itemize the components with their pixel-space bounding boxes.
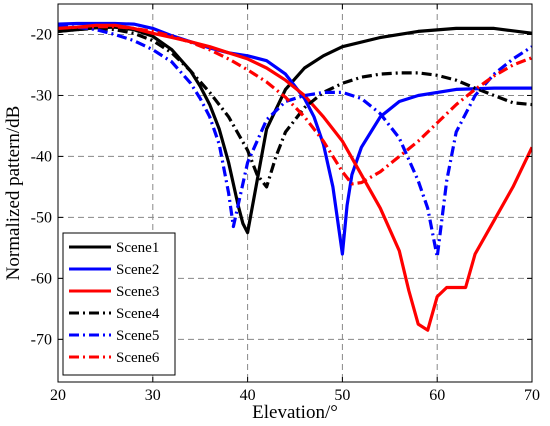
y-tick-label: -30	[31, 87, 52, 104]
y-tick-label: -70	[31, 331, 52, 348]
series-line-scene6	[58, 25, 532, 186]
legend-label: Scene1	[116, 240, 159, 256]
x-tick-label: 30	[145, 387, 161, 404]
y-tick-label: -60	[31, 270, 52, 287]
legend: Scene1 Scene2 Scene3 Scene4 Scene5 Scene6	[62, 232, 176, 376]
series-layer	[58, 21, 532, 332]
x-axis-title: Elevation/°	[252, 402, 338, 423]
x-tick-label: 40	[240, 387, 256, 404]
x-tick-label: 60	[429, 387, 445, 404]
axes: 20 30 40 50 60 70 -20 -30 -40 -50 -60 -70	[31, 4, 540, 404]
series-line-scene3	[58, 23, 532, 332]
legend-label: Scene2	[116, 262, 159, 278]
legend-box	[62, 232, 176, 376]
series-line-scene4	[58, 26, 532, 189]
legend-label: Scene6	[116, 350, 160, 366]
legend-label: Scene3	[116, 284, 159, 300]
y-axis-title: Normalized pattern/dB	[3, 106, 24, 281]
grid	[58, 4, 532, 382]
x-tick-label: 70	[524, 387, 540, 404]
x-tick-label: 50	[334, 387, 350, 404]
x-tick-label: 20	[50, 387, 66, 404]
legend-label: Scene5	[116, 328, 159, 344]
plot-frame	[57, 3, 533, 383]
y-tick-label: -50	[31, 209, 52, 226]
series-line-scene2	[58, 21, 532, 256]
series-line-scene5	[58, 25, 532, 259]
y-tick-label: -40	[31, 148, 52, 165]
y-tick-label: -20	[31, 26, 52, 43]
legend-label: Scene4	[116, 306, 160, 322]
